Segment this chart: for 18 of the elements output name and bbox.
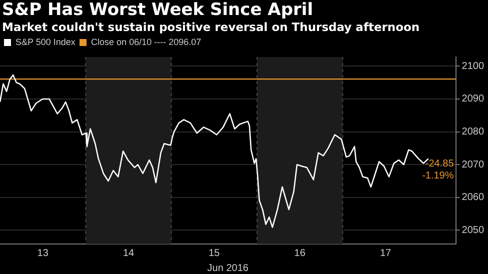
y-tick-label: 2070 [462, 159, 484, 170]
y-tick-label: 2090 [462, 94, 484, 105]
y-tick-label: 2060 [462, 192, 484, 204]
y-tick-label: 2100 [462, 60, 484, 72]
chart-title: S&P Has Worst Week Since April [1, 0, 314, 20]
x-tick-label: 15 [208, 248, 220, 259]
legend-label: S&P 500 Index [16, 36, 76, 47]
x-axis-title: Jun 2016 [207, 262, 249, 274]
y-tick-label: 2080 [462, 126, 484, 138]
x-tick-label: 13 [37, 248, 49, 259]
annotation: -24.85 [425, 158, 454, 170]
x-tick-label: 17 [380, 248, 392, 259]
annotation: -1.19% [422, 170, 454, 182]
legend-label: Close on 06/10 ---- 2096.07 [91, 36, 202, 47]
x-tick-label: 16 [294, 248, 306, 259]
chart-subtitle: Market couldn't sustain positive reversal on Thursday afternoon [1, 20, 421, 34]
y-tick-label: 2050 [462, 224, 484, 236]
x-tick-label: 14 [122, 248, 134, 259]
